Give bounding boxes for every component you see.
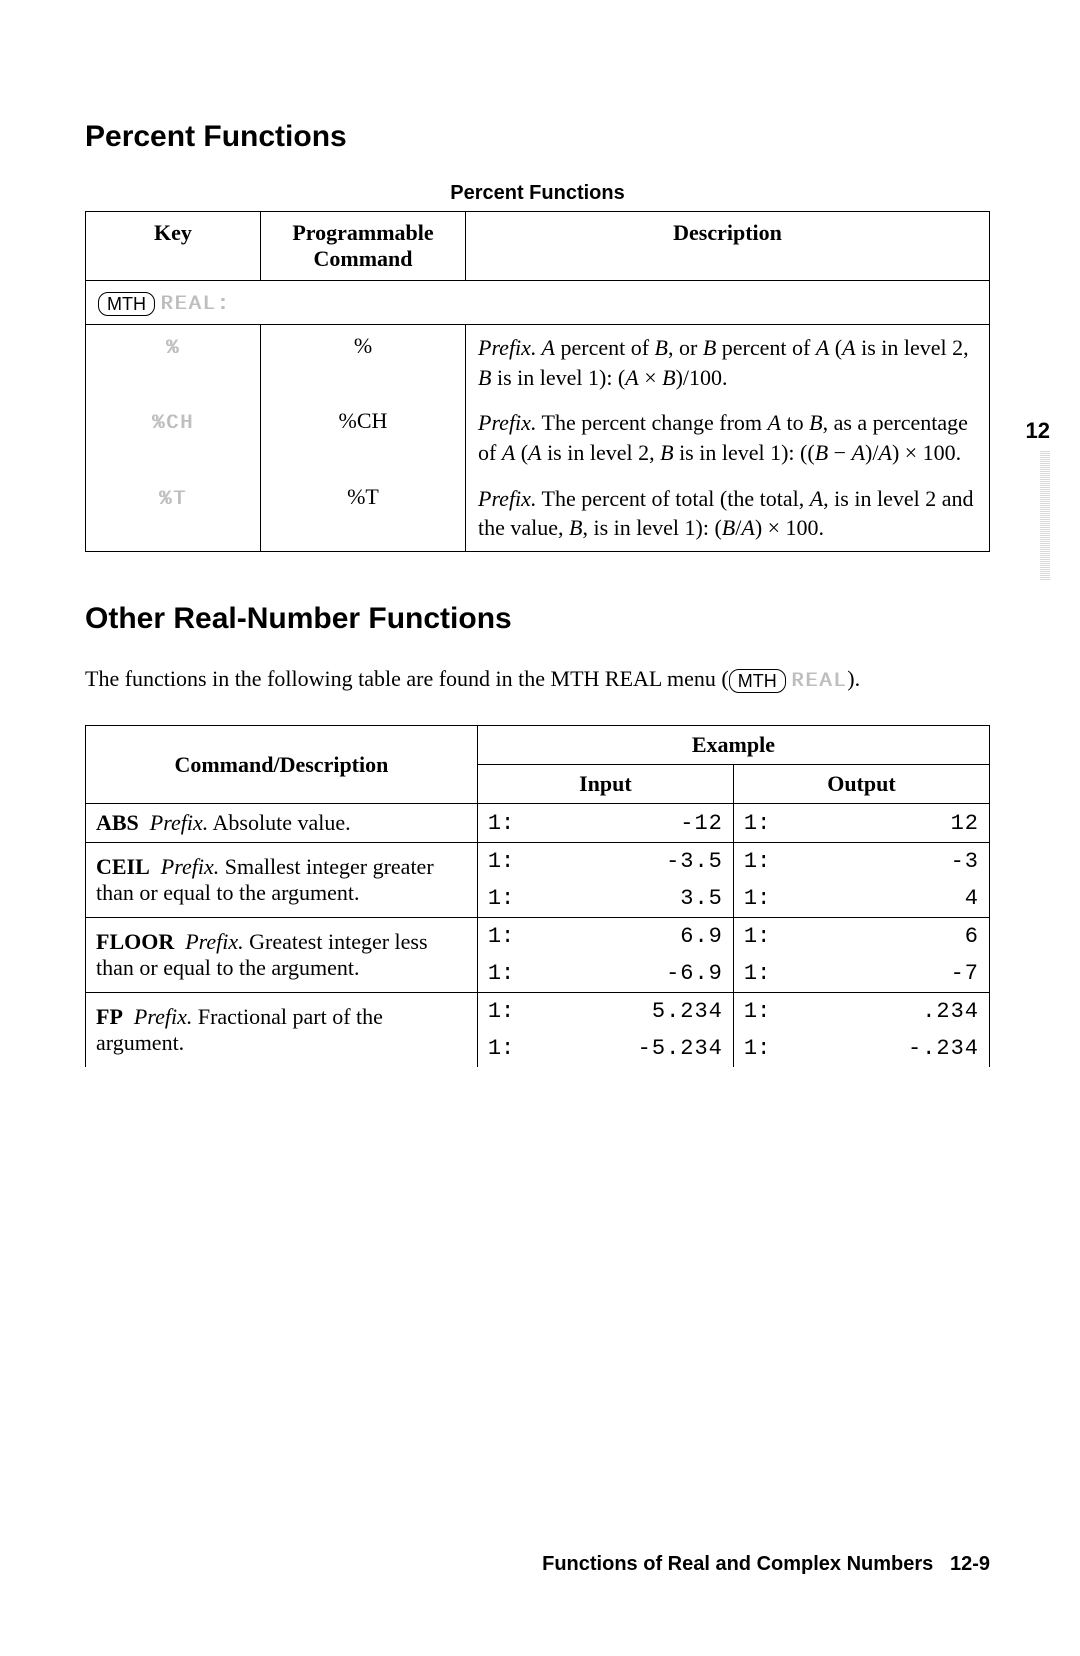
section-heading-other: Other Real-Number Functions [85, 602, 990, 636]
input-value: 3.5 [537, 880, 733, 918]
output-level: 1: [733, 993, 793, 1031]
table-row: % % Prefix. A percent of B, or B percent… [86, 325, 990, 401]
input-level: 1: [477, 1030, 537, 1067]
description-cell: Prefix. A percent of B, or B percent of … [466, 325, 990, 401]
input-level: 1: [477, 993, 537, 1031]
cmd-description: FLOOR Prefix. Greatest integer less than… [86, 918, 478, 993]
thumb-tab-bar [1040, 450, 1050, 580]
header-cmd: Programmable Command [261, 212, 466, 281]
output-level: 1: [733, 843, 793, 881]
output-value: 4 [794, 880, 990, 918]
input-value: -6.9 [537, 955, 733, 993]
menu-real-label: REAL [161, 293, 217, 316]
output-level: 1: [733, 804, 793, 843]
output-level: 1: [733, 1030, 793, 1067]
description-cell: Prefix. The percent change from A to B, … [466, 400, 990, 475]
table-row: %T %T Prefix. The percent of total (the … [86, 476, 990, 552]
output-value: -3 [794, 843, 990, 881]
output-value: .234 [794, 993, 990, 1031]
menu-path-row: MTH REAL: [86, 281, 990, 325]
percent-functions-table: Key Programmable Command Description MTH… [85, 211, 990, 552]
description-cell: Prefix. The percent of total (the total,… [466, 476, 990, 552]
output-level: 1: [733, 880, 793, 918]
header-desc: Description [466, 212, 990, 281]
key-label: %CH [152, 412, 194, 435]
output-level: 1: [733, 955, 793, 993]
page-footer: Functions of Real and Complex Numbers 12… [542, 1553, 990, 1576]
real-functions-table: Command/Description Example Input Output… [85, 725, 990, 1067]
footer-page: 12-9 [950, 1553, 990, 1575]
cmd-label: %T [261, 476, 466, 552]
output-value: -.234 [794, 1030, 990, 1067]
input-level: 1: [477, 880, 537, 918]
cmd-description: CEIL Prefix. Smallest integer greater th… [86, 843, 478, 918]
menu-colon: : [217, 293, 231, 316]
input-level: 1: [477, 843, 537, 881]
output-value: 6 [794, 918, 990, 956]
header-key: Key [86, 212, 261, 281]
input-value: -12 [537, 804, 733, 843]
input-level: 1: [477, 804, 537, 843]
header-cmddesc: Command/Description [86, 726, 478, 804]
cmd-label: % [261, 325, 466, 401]
footer-title: Functions of Real and Complex Numbers [542, 1553, 933, 1575]
table-caption: Percent Functions [85, 182, 990, 205]
table-row: FP Prefix. Fractional part of the argume… [86, 993, 990, 1031]
section-heading-percent: Percent Functions [85, 120, 990, 154]
cmd-description: FP Prefix. Fractional part of the argume… [86, 993, 478, 1068]
key-mth: MTH [729, 669, 786, 693]
table-header-row: Key Programmable Command Description [86, 212, 990, 281]
cmd-label: %CH [261, 400, 466, 475]
input-value: 5.234 [537, 993, 733, 1031]
input-level: 1: [477, 918, 537, 956]
table-row: %CH %CH Prefix. The percent change from … [86, 400, 990, 475]
header-output: Output [733, 765, 989, 804]
lead-paragraph: The functions in the following table are… [85, 664, 990, 695]
output-level: 1: [733, 918, 793, 956]
menu-real-label: REAL [791, 670, 847, 693]
key-label: % [166, 337, 180, 360]
input-value: -3.5 [537, 843, 733, 881]
input-value: 6.9 [537, 918, 733, 956]
cmd-description: ABS Prefix. Absolute value. [86, 804, 478, 843]
key-mth: MTH [98, 292, 155, 316]
input-level: 1: [477, 955, 537, 993]
output-value: 12 [794, 804, 990, 843]
header-input: Input [477, 765, 733, 804]
table-row: ABS Prefix. Absolute value. 1: -12 1: 12 [86, 804, 990, 843]
input-value: -5.234 [537, 1030, 733, 1067]
table-row: FLOOR Prefix. Greatest integer less than… [86, 918, 990, 956]
key-label: %T [159, 488, 187, 511]
page: 12 Percent Functions Percent Functions K… [0, 0, 1080, 1127]
thumb-tab-number: 12 [1026, 418, 1050, 444]
output-value: -7 [794, 955, 990, 993]
header-example: Example [477, 726, 989, 765]
table-row: CEIL Prefix. Smallest integer greater th… [86, 843, 990, 881]
